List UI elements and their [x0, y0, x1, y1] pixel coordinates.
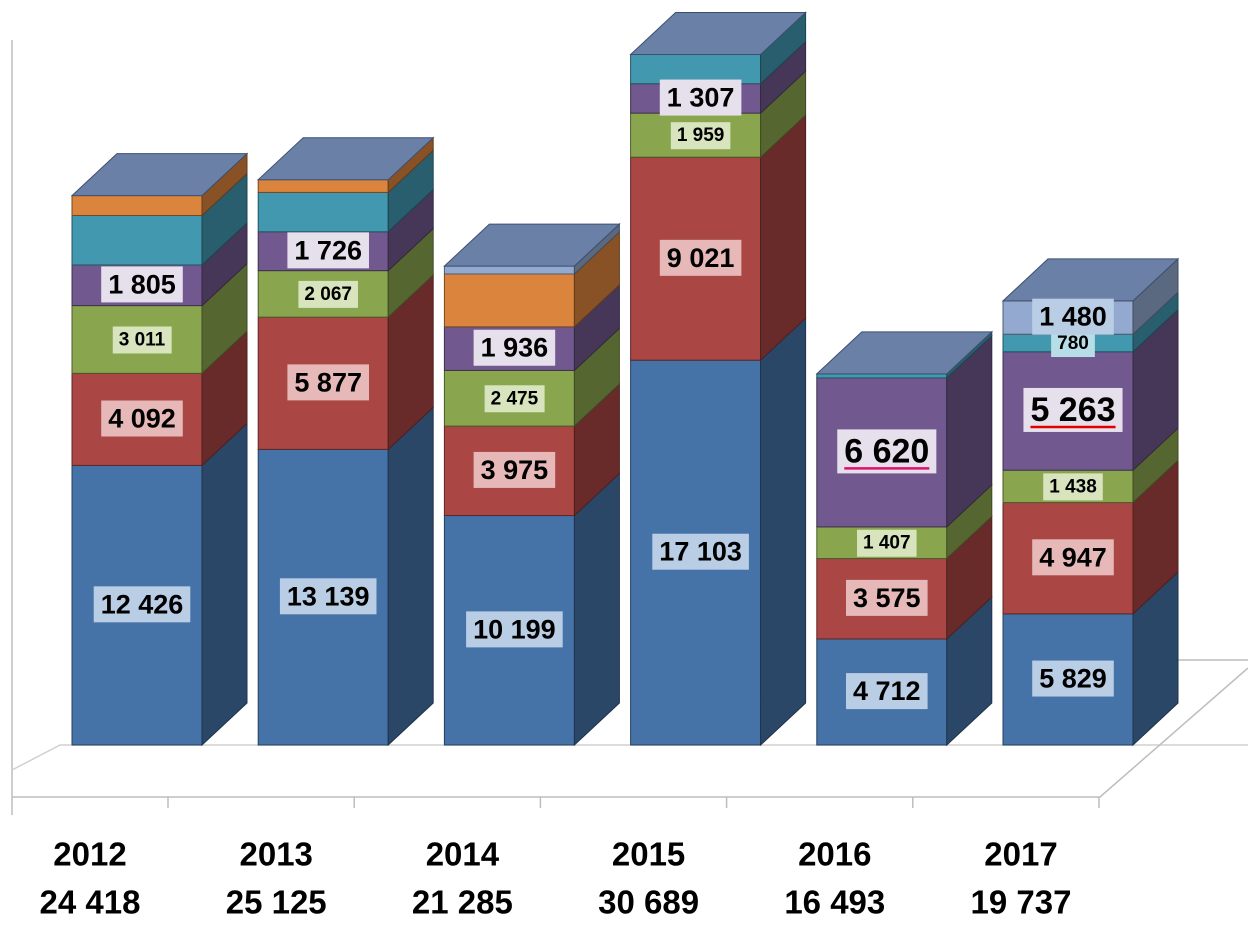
value-label: 1 959: [677, 125, 725, 146]
value-label-bg: [1032, 660, 1114, 697]
bar-top: [629, 11, 807, 55]
value-label-bg: [1023, 387, 1123, 432]
value-label-bg: [484, 385, 545, 413]
value-label: 1 307: [667, 83, 735, 113]
x-tick-label: 2013: [239, 836, 312, 873]
value-label: 2 067: [304, 284, 352, 305]
value-label-bg: [279, 578, 377, 615]
value-label-bg: [846, 579, 928, 616]
total-label: 19 737: [971, 884, 1072, 921]
value-label: 4 712: [853, 676, 921, 706]
total-label: 30 689: [598, 884, 699, 921]
value-label-bg: [112, 326, 172, 354]
value-label-bg: [846, 673, 928, 710]
value-label: 4 947: [1039, 542, 1107, 572]
value-label-bg: [287, 364, 369, 401]
x-tick-label: 2014: [426, 836, 500, 873]
bar-top: [443, 223, 621, 267]
value-label: 1 805: [108, 269, 176, 299]
value-label: 1 438: [1049, 476, 1097, 497]
total-label: 21 285: [412, 884, 513, 921]
bar-top: [815, 331, 994, 375]
bar-side: [760, 114, 807, 362]
value-label-bg: [466, 611, 563, 648]
value-label-bg: [670, 122, 731, 150]
value-label-bg: [1032, 539, 1114, 576]
value-label-bg: [93, 586, 191, 623]
value-label: 9 021: [667, 243, 735, 273]
value-label: 13 139: [287, 581, 370, 611]
value-label-bg: [659, 79, 742, 116]
bar-side: [573, 472, 620, 747]
value-label-bg: [1043, 473, 1103, 501]
total-label: 16 493: [784, 884, 885, 921]
value-label: 3 575: [853, 583, 921, 613]
value-label: 5 877: [294, 367, 362, 397]
value-label-bg: [298, 280, 358, 308]
bar-side: [201, 422, 248, 747]
value-label: 3 011: [119, 329, 166, 350]
total-label: 25 125: [226, 884, 327, 921]
bar-top: [256, 137, 435, 181]
value-label-bg: [1032, 298, 1114, 335]
value-label: 6 620: [844, 432, 929, 470]
bar-segment: [443, 273, 575, 328]
bar-top: [70, 153, 249, 197]
bar-segment: [630, 53, 762, 85]
bar-side: [387, 406, 434, 747]
value-label-bg: [857, 529, 917, 557]
value-label: 3 975: [481, 455, 549, 485]
value-label: 780: [1057, 333, 1089, 354]
bar-segment: [71, 214, 203, 266]
value-label: 5 263: [1030, 391, 1115, 429]
value-label: 5 829: [1039, 664, 1107, 694]
value-label: 1 480: [1039, 302, 1107, 332]
value-label: 1 407: [863, 533, 911, 554]
value-label: 12 426: [101, 589, 184, 619]
value-label: 17 103: [659, 537, 742, 567]
value-label: 1 726: [294, 235, 362, 265]
value-label: 1 936: [481, 333, 549, 363]
bar-segment: [71, 195, 203, 216]
x-tick-label: 2017: [984, 836, 1057, 873]
bar-side: [760, 317, 807, 747]
value-label-bg: [473, 451, 556, 488]
bar-segment: [816, 373, 948, 379]
floor-front: [12, 667, 1248, 798]
value-label-bg: [101, 400, 183, 437]
bar-segment: [443, 265, 575, 275]
value-label-bg: [101, 266, 183, 303]
value-label: 4 092: [108, 404, 176, 434]
x-tick-label: 2012: [53, 836, 126, 873]
value-label-bg: [659, 239, 742, 276]
value-label: 10 199: [473, 614, 556, 644]
bar-segment: [257, 191, 389, 233]
value-label: 2 475: [491, 388, 539, 409]
total-label: 24 418: [40, 884, 141, 921]
x-tick-label: 2015: [612, 836, 685, 873]
floor-back: [11, 744, 1248, 771]
bar-segment: [257, 179, 389, 193]
value-label-bg: [287, 232, 369, 269]
value-label-bg: [652, 533, 749, 570]
value-label-bg: [837, 429, 937, 474]
value-label-bg: [473, 329, 556, 366]
x-tick-label: 2016: [798, 836, 871, 873]
